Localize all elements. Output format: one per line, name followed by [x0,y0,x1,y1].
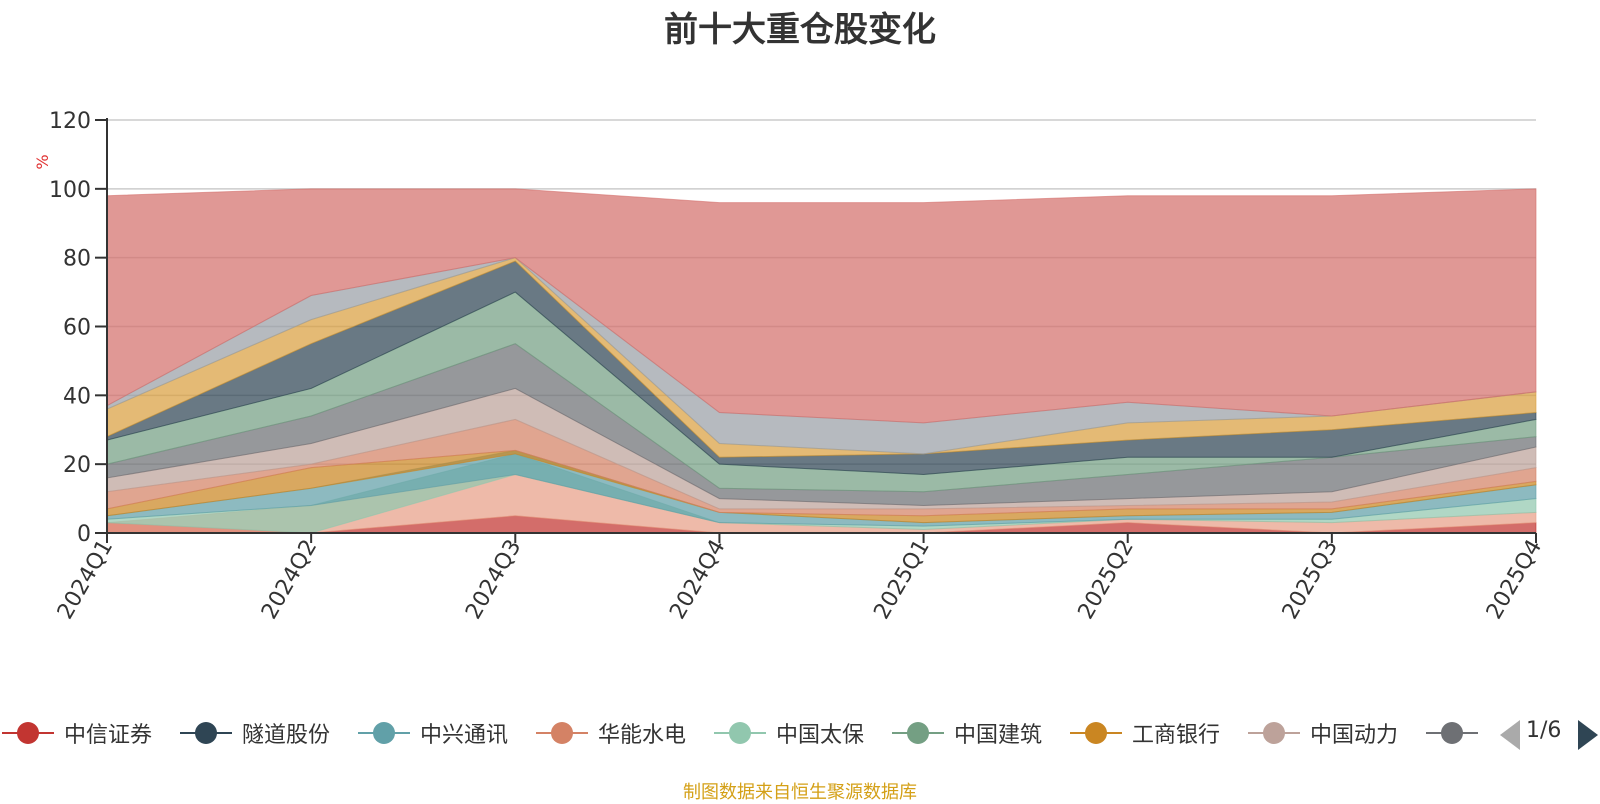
legend-item[interactable]: 华能水电 [536,713,686,753]
x-tick-label: 2025Q1 [869,536,934,624]
legend-label: 中国太保 [776,723,865,748]
x-tick-label: 2024Q1 [53,536,118,624]
y-tick-label: 20 [63,453,91,478]
legend-marker-icon [358,719,410,747]
legend-label: 华能水电 [598,723,687,748]
legend-marker-icon [1248,719,1300,747]
x-tick-label: 2024Q4 [665,536,730,624]
area-series-12[interactable] [106,188,1537,424]
x-tick-label: 2024Q3 [461,536,526,624]
legend-item[interactable]: 中兴通讯 [358,713,508,753]
legend-item[interactable]: 隧道股份 [180,713,330,753]
legend-item[interactable]: 工商银行 [1070,713,1220,753]
legend-item[interactable]: 中国动力 [1248,713,1398,753]
legend-label: 中兴通讯 [420,723,509,748]
legend-marker-icon [892,719,944,747]
legend-item[interactable] [1426,713,1480,753]
y-tick-label: 0 [77,522,91,547]
y-tick-label: 100 [49,178,91,203]
legend-page-indicator: 1/6 [1526,718,1562,743]
legend-marker-icon [714,719,766,747]
legend-item[interactable]: 中国太保 [714,713,864,753]
y-tick-label: 60 [63,316,91,341]
legend-next-page-button[interactable] [1578,720,1598,750]
legend-item[interactable]: 中信证券 [2,713,152,753]
legend-label: 中信证券 [64,723,153,748]
x-tick-label: 2025Q3 [1278,536,1343,624]
x-tick-label: 2025Q2 [1074,536,1139,624]
legend-prev-page-button[interactable] [1500,720,1520,750]
legend-marker-icon [1426,719,1478,747]
chart-title: 前十大重仓股变化 [664,10,936,50]
y-tick-label: 80 [63,247,91,272]
legend-marker-icon [1070,719,1122,747]
legend-item[interactable]: 中国建筑 [892,713,1042,753]
y-axis-unit-label: % [33,154,52,169]
y-tick-label: 40 [63,384,91,409]
x-tick-label: 2025Q4 [1482,536,1547,624]
legend-marker-icon [2,719,54,747]
legend-marker-icon [536,719,588,747]
legend-label: 隧道股份 [242,723,331,748]
legend-pager: 1/6 [1500,718,1600,750]
legend-marker-icon [180,719,232,747]
legend-label: 中国动力 [1310,723,1399,748]
x-tick-label: 2024Q2 [257,536,322,624]
legend: 中信证券 隧道股份 中兴通讯 华能水电 中国太保 中国建筑 工商银行 中国动力 [0,713,1480,753]
legend-label: 中国建筑 [954,723,1043,748]
data-source-note: 制图数据来自恒生聚源数据库 [683,782,917,803]
legend-label: 工商银行 [1132,723,1221,748]
y-tick-label: 120 [49,109,91,134]
